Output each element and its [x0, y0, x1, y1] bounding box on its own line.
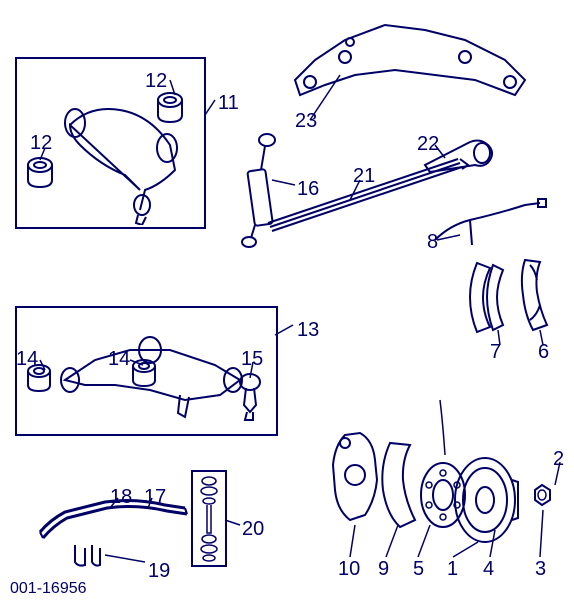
brake-pad-7-part	[465, 255, 510, 340]
label-6: 6	[538, 341, 549, 364]
label-7: 7	[490, 341, 501, 364]
label-16: 16	[297, 178, 319, 201]
brake-line-part	[430, 195, 550, 255]
caliper-6-part	[515, 250, 560, 340]
label-14a: 14	[16, 348, 38, 371]
label-1: 1	[447, 558, 458, 581]
label-9: 9	[378, 558, 389, 581]
hardware-stack-part	[194, 473, 224, 563]
label-18: 18	[110, 486, 132, 509]
label-8: 8	[427, 231, 438, 254]
label-23: 23	[295, 110, 317, 133]
label-22: 22	[417, 133, 439, 156]
label-4: 4	[483, 558, 494, 581]
label-10: 10	[338, 558, 360, 581]
label-20: 20	[242, 518, 264, 541]
label-5: 5	[413, 558, 424, 581]
rotor-part	[450, 450, 525, 550]
label-17: 17	[144, 486, 166, 509]
label-2: 2	[553, 448, 564, 471]
label-12b: 12	[30, 132, 52, 155]
label-21: 21	[353, 165, 375, 188]
nut-part	[530, 480, 555, 510]
bracket-part	[70, 540, 105, 570]
crossmember-part	[285, 10, 535, 110]
label-14b: 14	[108, 348, 130, 371]
bushing-12b-part	[25, 155, 55, 190]
label-15: 15	[241, 348, 263, 371]
label-11: 11	[218, 92, 239, 115]
bushing-14b-part	[130, 357, 158, 389]
reference-number: 001-16956	[10, 580, 87, 598]
bushing-12a-part	[155, 90, 185, 125]
label-13: 13	[297, 319, 319, 342]
label-3: 3	[535, 558, 546, 581]
label-12a: 12	[145, 70, 167, 93]
label-19: 19	[148, 560, 170, 583]
ball-joint-part	[235, 370, 265, 425]
